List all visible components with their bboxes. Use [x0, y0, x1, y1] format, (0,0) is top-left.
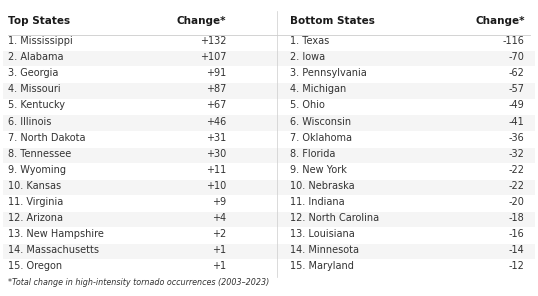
Text: +4: +4 — [213, 213, 226, 223]
Text: -41: -41 — [509, 117, 525, 126]
Text: +107: +107 — [200, 52, 226, 62]
Text: 3. Georgia: 3. Georgia — [8, 68, 59, 78]
Text: +2: +2 — [212, 229, 226, 239]
Text: 1. Texas: 1. Texas — [291, 36, 330, 46]
Text: +31: +31 — [206, 133, 226, 143]
FancyBboxPatch shape — [3, 212, 535, 227]
Text: 15. Maryland: 15. Maryland — [291, 261, 354, 271]
Text: 4. Michigan: 4. Michigan — [291, 84, 346, 94]
FancyBboxPatch shape — [3, 260, 535, 275]
Text: -57: -57 — [508, 84, 525, 94]
Text: +11: +11 — [206, 165, 226, 175]
Text: 4. Missouri: 4. Missouri — [8, 84, 61, 94]
Text: +67: +67 — [206, 100, 226, 110]
FancyBboxPatch shape — [3, 131, 535, 147]
Text: 6. Wisconsin: 6. Wisconsin — [291, 117, 351, 126]
Text: +132: +132 — [200, 36, 226, 46]
Text: 12. North Carolina: 12. North Carolina — [291, 213, 379, 223]
Text: 7. Oklahoma: 7. Oklahoma — [291, 133, 352, 143]
Text: +10: +10 — [206, 181, 226, 191]
Text: +91: +91 — [206, 68, 226, 78]
Text: +30: +30 — [206, 149, 226, 159]
Text: +46: +46 — [206, 117, 226, 126]
Text: -32: -32 — [509, 149, 525, 159]
Text: -16: -16 — [509, 229, 525, 239]
Text: Bottom States: Bottom States — [291, 16, 375, 26]
Text: 15. Oregon: 15. Oregon — [8, 261, 62, 271]
Text: -36: -36 — [509, 133, 525, 143]
Text: 9. New York: 9. New York — [291, 165, 347, 175]
Text: 8. Florida: 8. Florida — [291, 149, 336, 159]
Text: 11. Virginia: 11. Virginia — [8, 197, 63, 207]
Text: 5. Kentucky: 5. Kentucky — [8, 100, 65, 110]
Text: -116: -116 — [502, 36, 525, 46]
Text: -22: -22 — [508, 165, 525, 175]
FancyBboxPatch shape — [3, 180, 535, 195]
Text: 11. Indiana: 11. Indiana — [291, 197, 345, 207]
FancyBboxPatch shape — [3, 51, 535, 66]
FancyBboxPatch shape — [3, 83, 535, 99]
Text: 7. North Dakota: 7. North Dakota — [8, 133, 86, 143]
Text: 8. Tennessee: 8. Tennessee — [8, 149, 72, 159]
Text: -20: -20 — [509, 197, 525, 207]
Text: 5. Ohio: 5. Ohio — [291, 100, 325, 110]
Text: +1: +1 — [213, 261, 226, 271]
Text: 2. Iowa: 2. Iowa — [291, 52, 325, 62]
Text: 14. Minnesota: 14. Minnesota — [291, 245, 359, 255]
FancyBboxPatch shape — [3, 196, 535, 211]
Text: +9: +9 — [213, 197, 226, 207]
Text: Change*: Change* — [475, 16, 525, 26]
Text: -70: -70 — [509, 52, 525, 62]
Text: -12: -12 — [509, 261, 525, 271]
Text: -18: -18 — [509, 213, 525, 223]
FancyBboxPatch shape — [3, 115, 535, 131]
FancyBboxPatch shape — [3, 99, 535, 115]
Text: Top States: Top States — [8, 16, 70, 26]
Text: 3. Pennsylvania: 3. Pennsylvania — [291, 68, 367, 78]
FancyBboxPatch shape — [3, 244, 535, 259]
Text: *Total change in high-intensity tornado occurrences (2003–2023): *Total change in high-intensity tornado … — [8, 279, 270, 287]
FancyBboxPatch shape — [3, 228, 535, 243]
Text: 1. Mississippi: 1. Mississippi — [8, 36, 73, 46]
Text: -62: -62 — [509, 68, 525, 78]
Text: Change*: Change* — [177, 16, 226, 26]
Text: -14: -14 — [509, 245, 525, 255]
Text: 6. Illinois: 6. Illinois — [8, 117, 52, 126]
Text: -22: -22 — [508, 181, 525, 191]
FancyBboxPatch shape — [3, 67, 535, 83]
FancyBboxPatch shape — [3, 35, 535, 50]
FancyBboxPatch shape — [3, 147, 535, 163]
Text: 10. Kansas: 10. Kansas — [8, 181, 61, 191]
Text: +87: +87 — [206, 84, 226, 94]
Text: 9. Wyoming: 9. Wyoming — [8, 165, 66, 175]
Text: 10. Nebraska: 10. Nebraska — [291, 181, 355, 191]
Text: 14. Massachusetts: 14. Massachusetts — [8, 245, 99, 255]
Text: 13. New Hampshire: 13. New Hampshire — [8, 229, 104, 239]
Text: -49: -49 — [509, 100, 525, 110]
Text: +1: +1 — [213, 245, 226, 255]
FancyBboxPatch shape — [3, 164, 535, 179]
Text: 12. Arizona: 12. Arizona — [8, 213, 63, 223]
Text: 2. Alabama: 2. Alabama — [8, 52, 63, 62]
Text: 13. Louisiana: 13. Louisiana — [291, 229, 355, 239]
